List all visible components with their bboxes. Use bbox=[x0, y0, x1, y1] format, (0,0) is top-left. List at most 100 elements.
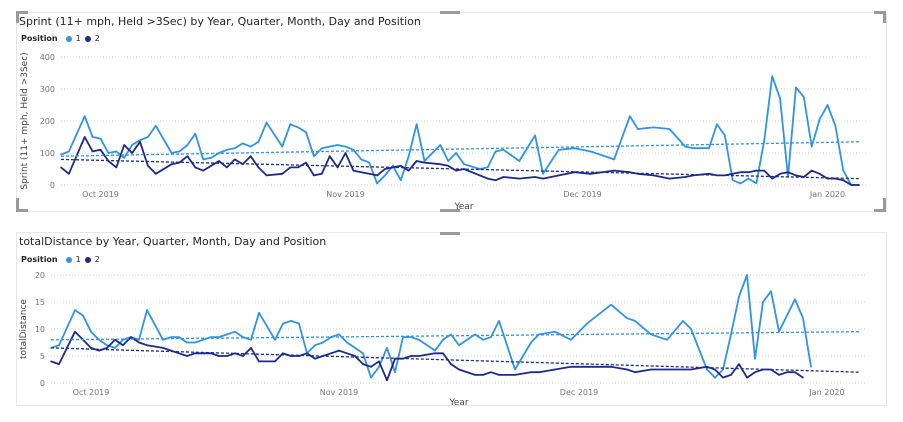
data-point-position-1[interactable] bbox=[779, 97, 781, 100]
data-point-position-1[interactable] bbox=[518, 160, 521, 162]
data-point-position-1[interactable] bbox=[755, 182, 758, 185]
data-point-position-2[interactable] bbox=[123, 144, 126, 146]
data-point-position-1[interactable] bbox=[90, 330, 92, 333]
data-point-position-2[interactable] bbox=[730, 374, 732, 376]
data-point-position-1[interactable] bbox=[378, 366, 380, 368]
data-point-position-2[interactable] bbox=[708, 173, 710, 175]
data-point-position-2[interactable] bbox=[778, 374, 780, 376]
data-point-position-2[interactable] bbox=[795, 174, 797, 177]
data-point-position-1[interactable] bbox=[747, 177, 750, 180]
legend-label-position-2[interactable]: 2 bbox=[94, 34, 100, 43]
data-point-position-1[interactable] bbox=[754, 357, 756, 360]
data-point-position-2[interactable] bbox=[305, 161, 307, 164]
data-point-position-1[interactable] bbox=[722, 368, 724, 371]
data-point-position-1[interactable] bbox=[74, 309, 76, 311]
data-point-position-1[interactable] bbox=[558, 149, 560, 151]
data-point-position-1[interactable] bbox=[534, 134, 536, 137]
data-point-position-2[interactable] bbox=[634, 371, 636, 373]
data-point-position-2[interactable] bbox=[447, 165, 449, 167]
data-point-position-2[interactable] bbox=[282, 352, 284, 355]
data-point-position-2[interactable] bbox=[138, 341, 140, 344]
data-point-position-1[interactable] bbox=[346, 341, 348, 344]
resize-handle[interactable] bbox=[16, 198, 19, 211]
data-point-position-2[interactable] bbox=[573, 171, 576, 173]
data-point-position-2[interactable] bbox=[362, 363, 364, 365]
data-point-position-2[interactable] bbox=[370, 366, 372, 368]
data-point-position-2[interactable] bbox=[423, 161, 426, 164]
data-point-position-1[interactable] bbox=[407, 155, 410, 157]
data-point-position-1[interactable] bbox=[652, 126, 655, 129]
data-point-position-2[interactable] bbox=[589, 173, 592, 175]
data-point-position-1[interactable] bbox=[668, 128, 671, 130]
data-point-position-2[interactable] bbox=[858, 184, 860, 186]
data-point-position-1[interactable] bbox=[328, 145, 331, 148]
data-point-position-2[interactable] bbox=[722, 376, 724, 379]
data-point-position-1[interactable] bbox=[146, 309, 148, 311]
data-point-position-2[interactable] bbox=[306, 352, 308, 355]
data-point-position-2[interactable] bbox=[747, 171, 750, 173]
data-point-position-2[interactable] bbox=[328, 155, 331, 157]
data-point-position-1[interactable] bbox=[226, 333, 228, 336]
data-point-position-1[interactable] bbox=[202, 158, 205, 161]
data-point-position-1[interactable] bbox=[265, 121, 268, 124]
data-point-position-1[interactable] bbox=[795, 86, 797, 89]
data-point-position-1[interactable] bbox=[763, 139, 766, 141]
data-point-position-1[interactable] bbox=[573, 147, 576, 149]
data-point-position-2[interactable] bbox=[354, 355, 356, 357]
data-point-position-2[interactable] bbox=[794, 371, 796, 373]
data-point-position-2[interactable] bbox=[458, 368, 460, 371]
data-point-position-1[interactable] bbox=[439, 144, 442, 146]
data-point-position-1[interactable] bbox=[458, 344, 460, 346]
resize-handle[interactable] bbox=[16, 11, 19, 23]
data-point-position-2[interactable] bbox=[218, 160, 220, 162]
series-line-position-2[interactable] bbox=[50, 330, 804, 382]
data-point-position-2[interactable] bbox=[554, 368, 556, 371]
data-point-position-1[interactable] bbox=[682, 320, 684, 322]
data-point-position-1[interactable] bbox=[474, 333, 476, 336]
data-point-position-1[interactable] bbox=[194, 341, 196, 344]
data-point-position-2[interactable] bbox=[376, 174, 378, 177]
data-point-position-1[interactable] bbox=[486, 166, 489, 169]
data-point-position-2[interactable] bbox=[352, 169, 355, 172]
data-point-position-2[interactable] bbox=[360, 171, 363, 173]
data-point-position-1[interactable] bbox=[226, 149, 228, 151]
distance-chart-visual[interactable]: totalDistance by Year, Quarter, Month, D… bbox=[16, 232, 887, 408]
data-point-position-1[interactable] bbox=[241, 142, 244, 145]
data-point-position-2[interactable] bbox=[147, 165, 149, 167]
data-point-position-2[interactable] bbox=[115, 166, 118, 169]
data-point-position-1[interactable] bbox=[384, 174, 386, 177]
data-point-position-1[interactable] bbox=[123, 157, 126, 159]
data-point-position-2[interactable] bbox=[265, 174, 268, 177]
data-point-position-1[interactable] bbox=[626, 317, 628, 319]
data-point-position-2[interactable] bbox=[155, 173, 157, 175]
data-point-position-2[interactable] bbox=[257, 166, 260, 169]
resize-handle[interactable] bbox=[874, 11, 886, 14]
data-point-position-2[interactable] bbox=[490, 371, 492, 373]
data-point-position-2[interactable] bbox=[368, 173, 370, 175]
data-point-position-1[interactable] bbox=[322, 341, 324, 344]
data-point-position-1[interactable] bbox=[99, 137, 102, 140]
data-point-position-1[interactable] bbox=[249, 145, 252, 148]
data-point-position-1[interactable] bbox=[258, 312, 260, 314]
data-point-position-1[interactable] bbox=[842, 169, 845, 172]
data-point-position-2[interactable] bbox=[210, 165, 212, 167]
data-point-position-1[interactable] bbox=[107, 152, 110, 154]
data-point-position-1[interactable] bbox=[589, 150, 592, 153]
data-point-position-2[interactable] bbox=[802, 376, 804, 379]
data-point-position-1[interactable] bbox=[281, 145, 284, 148]
data-point-position-1[interactable] bbox=[68, 150, 70, 153]
data-point-position-2[interactable] bbox=[518, 177, 521, 180]
data-point-position-1[interactable] bbox=[274, 339, 276, 341]
data-point-position-1[interactable] bbox=[738, 295, 740, 298]
data-point-position-1[interactable] bbox=[666, 339, 668, 341]
data-point-position-1[interactable] bbox=[314, 344, 316, 346]
data-point-position-2[interactable] bbox=[610, 366, 612, 368]
data-point-position-1[interactable] bbox=[186, 144, 189, 146]
series-line-position-1[interactable] bbox=[60, 75, 860, 186]
data-point-position-1[interactable] bbox=[637, 128, 639, 130]
data-point-position-1[interactable] bbox=[178, 150, 181, 153]
data-point-position-2[interactable] bbox=[450, 363, 452, 365]
data-point-position-1[interactable] bbox=[305, 131, 307, 133]
data-point-position-2[interactable] bbox=[50, 360, 52, 363]
data-point-position-2[interactable] bbox=[731, 173, 734, 175]
